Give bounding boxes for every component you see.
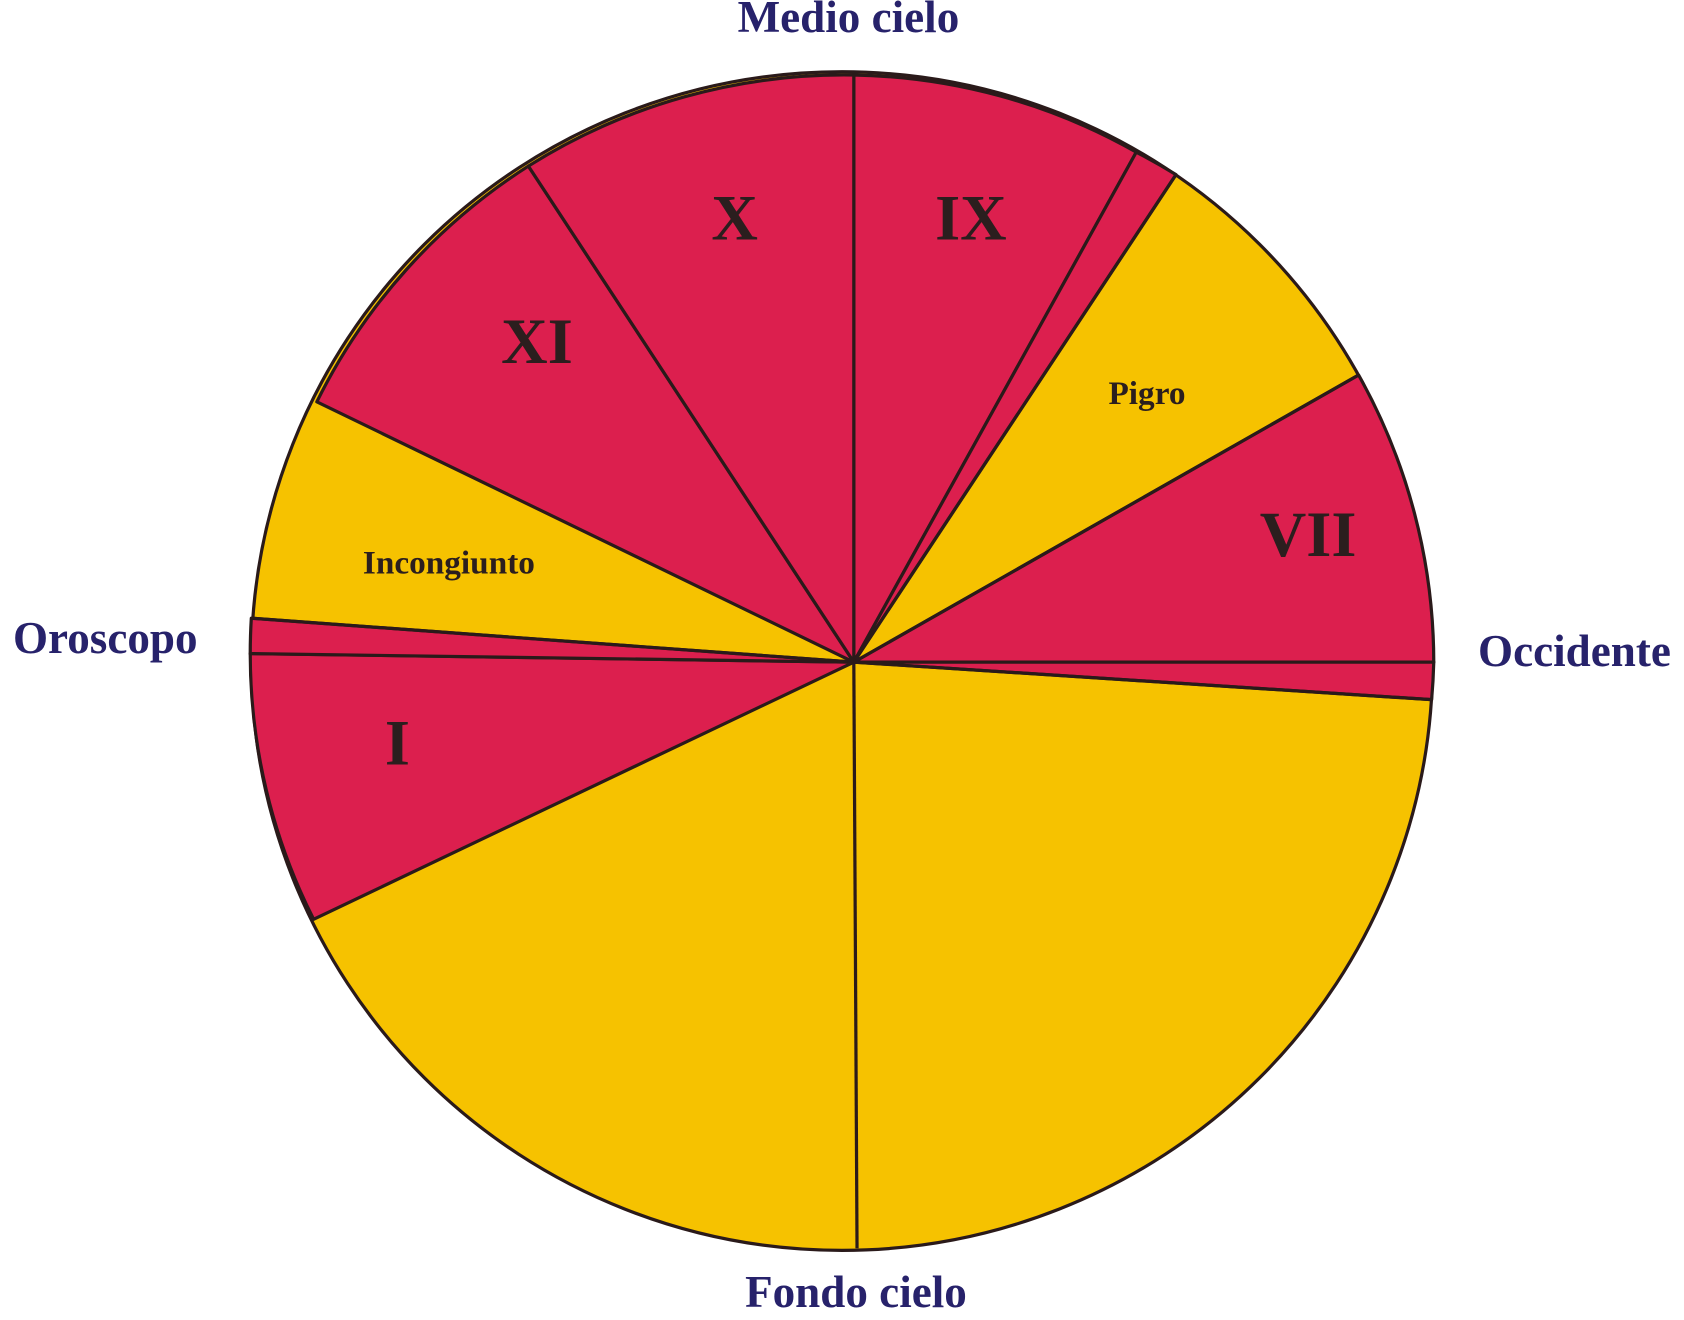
spoke <box>853 373 1360 664</box>
house-label: X <box>711 183 758 254</box>
angle-label: Occidente <box>1478 626 1671 676</box>
spoke <box>852 173 1178 664</box>
spokes <box>251 173 1432 1249</box>
spoke <box>251 616 854 664</box>
angle-label: Fondo cielo <box>745 1267 967 1317</box>
sector <box>248 651 856 921</box>
red-sectors <box>248 73 1436 921</box>
spoke <box>853 660 1432 702</box>
sector-note: Incongiunto <box>363 544 535 581</box>
house-label: IX <box>935 183 1007 254</box>
sector-note: Pigro <box>1108 375 1185 412</box>
sector <box>526 73 856 664</box>
angle-label: Medio cielo <box>738 0 960 42</box>
house-label: XI <box>501 306 573 377</box>
sector <box>852 73 1138 664</box>
spoke <box>852 662 859 1249</box>
house-label: VII <box>1260 499 1357 570</box>
angle-label: Oroscopo <box>13 613 198 663</box>
house-label: I <box>385 708 410 779</box>
sector <box>315 164 856 664</box>
sector <box>852 373 1436 664</box>
